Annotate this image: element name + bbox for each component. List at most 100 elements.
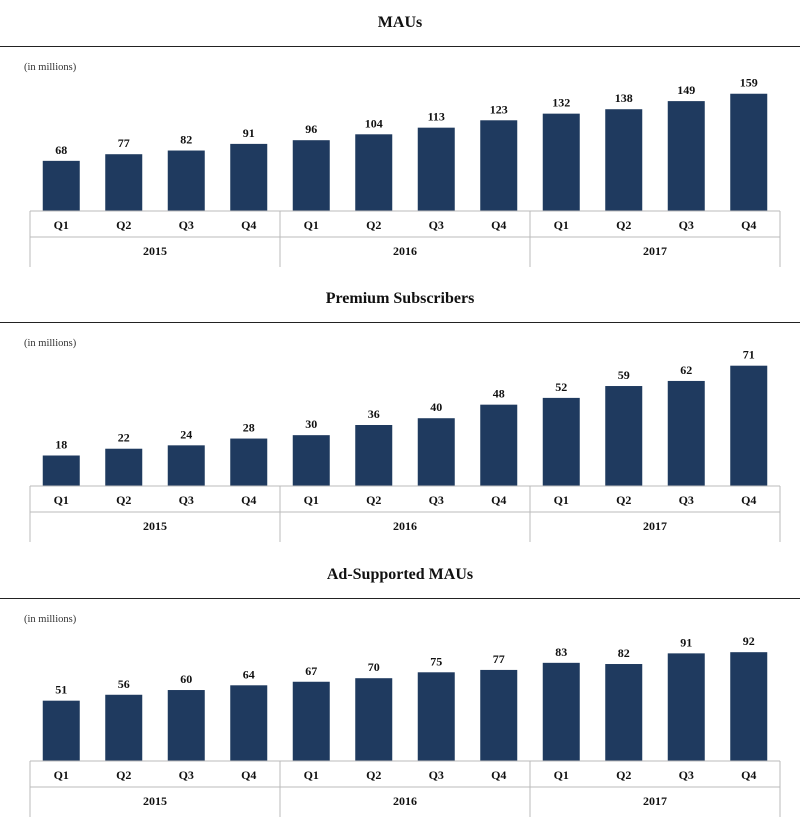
x-tick-label: Q3 [429, 768, 444, 782]
bar [230, 685, 268, 761]
bar [542, 113, 580, 211]
premium-subscribers-bar-chart: 18 22 24 28 30 36 40 48 52 59 62 71 Q1 Q2 Q3 Q4 Q1 Q2 Q3 Q4… [29, 348, 781, 542]
x-tick-label: Q2 [366, 218, 381, 232]
data-label: 51 [55, 683, 67, 697]
x-tick-label: Q2 [616, 218, 631, 232]
data-label: 75 [430, 654, 442, 668]
x-tick-label: Q3 [179, 218, 194, 232]
unit-label: (in millions) [24, 614, 77, 625]
data-label: 92 [743, 634, 755, 648]
bar [167, 150, 205, 211]
x-tick-label: Q4 [741, 768, 756, 782]
data-label: 104 [365, 116, 383, 130]
x-tick-label: Q2 [366, 493, 381, 507]
data-label: 82 [618, 646, 630, 660]
bar [542, 662, 580, 761]
bar [167, 445, 205, 486]
data-label: 48 [493, 387, 505, 401]
x-tick-label: Q3 [179, 768, 194, 782]
year-group-label: 2017 [643, 519, 667, 533]
bar [480, 669, 518, 761]
x-tick-label: Q4 [741, 493, 756, 507]
title-rule [0, 322, 800, 323]
year-group-label: 2015 [143, 519, 167, 533]
x-tick-label: Q4 [241, 493, 256, 507]
bar [667, 653, 705, 761]
x-tick-label: Q2 [116, 218, 131, 232]
data-label: 132 [552, 96, 570, 110]
year-group-label: 2016 [393, 244, 417, 258]
x-tick-label: Q2 [116, 493, 131, 507]
bar [355, 678, 393, 761]
data-label: 56 [118, 677, 130, 691]
bar [730, 93, 768, 211]
x-tick-label: Q1 [54, 493, 69, 507]
x-tick-label: Q1 [304, 218, 319, 232]
bar [230, 438, 268, 486]
x-tick-label: Q4 [491, 768, 506, 782]
x-tick-label: Q3 [429, 493, 444, 507]
bar [480, 404, 518, 486]
data-label: 71 [743, 348, 755, 362]
bar [480, 120, 518, 211]
data-label: 52 [555, 380, 567, 394]
data-label: 77 [493, 652, 505, 666]
data-label: 30 [305, 417, 317, 431]
x-tick-label: Q4 [241, 768, 256, 782]
x-tick-label: Q2 [366, 768, 381, 782]
x-tick-label: Q4 [741, 218, 756, 232]
year-group-label: 2015 [143, 794, 167, 808]
bar [42, 700, 80, 761]
bar [105, 448, 143, 486]
x-tick-label: Q4 [491, 493, 506, 507]
x-tick-label: Q1 [554, 218, 569, 232]
bar [105, 154, 143, 211]
data-label: 159 [740, 76, 758, 90]
bar [417, 672, 455, 761]
x-tick-label: Q3 [179, 493, 194, 507]
x-tick-label: Q1 [554, 768, 569, 782]
data-label: 138 [615, 91, 633, 105]
year-group-label: 2017 [643, 794, 667, 808]
x-tick-label: Q1 [54, 218, 69, 232]
bar [355, 134, 393, 211]
chart-title: Ad-Supported MAUs [326, 566, 474, 583]
bar [542, 397, 580, 486]
x-tick-label: Q2 [116, 768, 131, 782]
bar [417, 418, 455, 486]
chart-title: MAUs [377, 14, 423, 31]
bar [292, 435, 330, 486]
data-label: 149 [677, 83, 695, 97]
maus-panel: MAUs (in millions) 68 77 82 91 96 104 113 123 13… [0, 0, 800, 276]
bar [730, 365, 768, 486]
data-label: 24 [180, 427, 192, 441]
data-label: 91 [243, 126, 255, 140]
data-label: 68 [55, 143, 67, 157]
bar [42, 455, 80, 486]
title-rule [0, 46, 800, 47]
bar [167, 690, 205, 761]
year-group-label: 2015 [143, 244, 167, 258]
x-tick-label: Q3 [429, 218, 444, 232]
bar [230, 143, 268, 211]
data-label: 59 [618, 368, 630, 382]
data-label: 82 [180, 133, 192, 147]
unit-label: (in millions) [24, 62, 77, 73]
chart-title: Premium Subscribers [325, 290, 475, 307]
maus-bar-chart: 68 77 82 91 96 104 113 123 132 138 149 159 Q1 Q2 Q3 Q4 Q… [29, 76, 781, 267]
data-label: 70 [368, 660, 380, 674]
year-group-label: 2017 [643, 244, 667, 258]
x-tick-label: Q4 [491, 218, 506, 232]
bar [42, 160, 80, 211]
data-label: 40 [430, 400, 442, 414]
x-tick-label: Q2 [616, 768, 631, 782]
bar [605, 664, 643, 761]
data-label: 22 [118, 431, 130, 445]
data-label: 18 [55, 438, 67, 452]
data-label: 28 [243, 421, 255, 435]
x-tick-label: Q4 [241, 218, 256, 232]
data-label: 123 [490, 102, 508, 116]
x-tick-label: Q2 [616, 493, 631, 507]
